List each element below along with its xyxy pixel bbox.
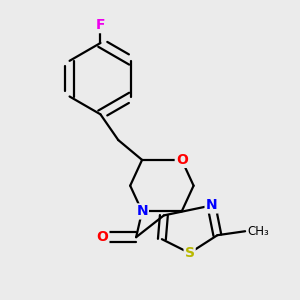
Text: N: N (206, 199, 217, 212)
Text: O: O (97, 230, 108, 244)
Text: CH₃: CH₃ (247, 225, 269, 238)
Text: N: N (136, 204, 148, 218)
Text: O: O (176, 153, 188, 167)
Text: S: S (184, 246, 195, 260)
Text: F: F (96, 18, 105, 32)
